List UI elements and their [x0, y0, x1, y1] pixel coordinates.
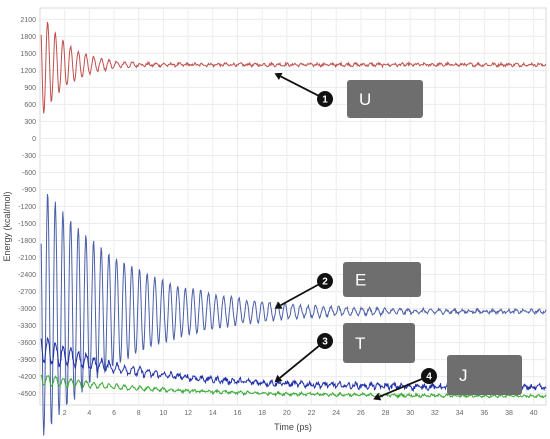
callout-label-box [447, 355, 522, 395]
x-tick-label: 36 [480, 410, 488, 417]
x-tick-label: 18 [258, 410, 266, 417]
y-axis-title: Energy (kcal/mol) [2, 191, 12, 261]
y-tick-label: 600 [24, 102, 36, 109]
y-tick-label: -3600 [18, 340, 36, 347]
x-tick-label: 20 [283, 410, 291, 417]
y-tick-label: 1200 [20, 68, 36, 75]
y-tick-label: 300 [24, 119, 36, 126]
callout-label: U [359, 90, 371, 109]
x-tick-label: 14 [209, 410, 217, 417]
y-tick-label: -1200 [18, 204, 36, 211]
y-tick-label: -1800 [18, 238, 36, 245]
y-tick-label: 1800 [20, 34, 36, 41]
x-tick-label: 8 [137, 410, 141, 417]
y-tick-label: -2400 [18, 272, 36, 279]
callout-number: 4 [426, 372, 432, 383]
x-tick-label: 38 [505, 410, 513, 417]
callout-arrow-head [274, 374, 283, 383]
callout-label: E [355, 271, 366, 290]
callout-arrow-head [373, 392, 382, 401]
callout-arrow-head [274, 72, 283, 80]
y-tick-label: 1500 [20, 51, 36, 58]
y-tick-label: -4200 [18, 374, 36, 381]
x-tick-label: 12 [184, 410, 192, 417]
x-tick-label: 30 [406, 410, 414, 417]
x-tick-label: 22 [308, 410, 316, 417]
y-tick-label: -3000 [18, 306, 36, 313]
callout-number-badge [317, 333, 333, 349]
x-axis-title: Time (ps) [274, 422, 312, 432]
y-tick-label: -4500 [18, 391, 36, 398]
x-tick-label: 24 [332, 410, 340, 417]
callout-label-box [343, 262, 421, 297]
y-tick-label: 0 [32, 136, 36, 143]
y-tick-label: -1500 [18, 221, 36, 228]
series-line-e [40, 194, 547, 436]
callouts: U 1 E 2 T 3 J 4 [274, 72, 522, 401]
y-tick-label: -3300 [18, 323, 36, 330]
y-tick-labels: 2100 1800 1500 1200 900 600 300 0 -300 -600 -900 -1… [18, 17, 36, 398]
callout-label-box [343, 323, 415, 363]
callout-number: 3 [322, 337, 328, 348]
x-tick-label: 2 [63, 410, 67, 417]
callout-number: 1 [322, 95, 328, 106]
callout-number-badge [421, 368, 437, 384]
y-tick-label: -300 [22, 153, 36, 160]
callout-label-box [347, 80, 423, 118]
series-line-j [40, 374, 547, 399]
callout-label: T [355, 334, 365, 353]
x-tick-label: 6 [112, 410, 116, 417]
callout-number: 2 [322, 277, 328, 288]
x-tick-label: 40 [530, 410, 538, 417]
callout-number-badge [317, 273, 333, 289]
callout-arrow-head [274, 301, 283, 309]
x-tick-label: 32 [431, 410, 439, 417]
x-tick-label: 28 [382, 410, 390, 417]
x-tick-label: 10 [160, 410, 168, 417]
y-tick-label: -3900 [18, 357, 36, 364]
x-tick-labels: 2 4 6 8 10 12 14 16 18 20 22 24 26 28 30 32 34 36 38 40 [63, 410, 538, 417]
callout-label: J [459, 366, 468, 385]
x-tick-label: 4 [87, 410, 91, 417]
callout-number-badge [317, 91, 333, 107]
y-tick-label: -900 [22, 187, 36, 194]
y-tick-label: 2100 [20, 17, 36, 24]
grid [39, 7, 547, 406]
x-tick-label: 16 [234, 410, 242, 417]
x-tick-label: 34 [456, 410, 464, 417]
y-tick-label: -2700 [18, 289, 36, 296]
y-tick-label: -2100 [18, 255, 36, 262]
y-tick-label: -600 [22, 170, 36, 177]
x-tick-label: 26 [357, 410, 365, 417]
series-line-u [40, 21, 547, 114]
y-tick-label: 900 [24, 85, 36, 92]
